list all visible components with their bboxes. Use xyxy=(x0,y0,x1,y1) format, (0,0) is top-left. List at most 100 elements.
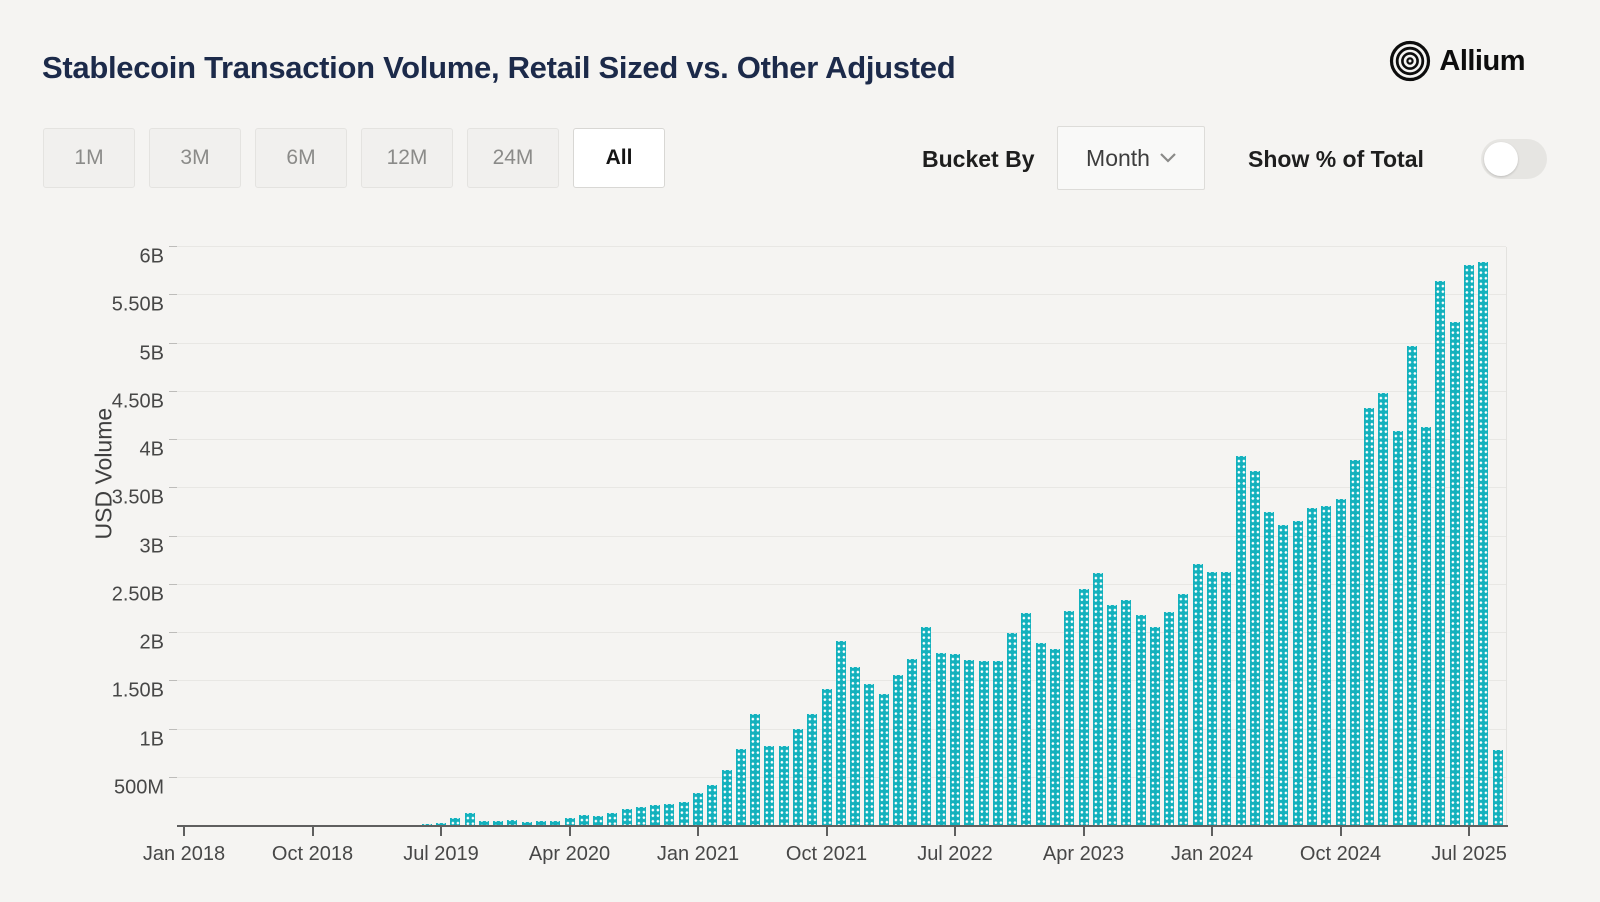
brand-name: Allium xyxy=(1439,44,1525,77)
bar-jan-2022[interactable] xyxy=(864,684,875,826)
bar-jan-2023[interactable] xyxy=(1035,642,1046,826)
bar-sep-2022[interactable] xyxy=(978,661,989,826)
bar-dec-2023[interactable] xyxy=(1192,563,1203,826)
range-button-all[interactable]: All xyxy=(573,128,665,188)
bar-dec-2019[interactable] xyxy=(507,820,518,826)
bar-aug-2020[interactable] xyxy=(621,808,632,826)
bar-jun-2020[interactable] xyxy=(593,816,604,826)
bar-sep-2024[interactable] xyxy=(1321,505,1332,826)
bar-dec-2021[interactable] xyxy=(850,666,861,826)
bar-sep-2021[interactable] xyxy=(807,714,818,826)
bar-mar-2024[interactable] xyxy=(1235,456,1246,826)
bucket-by-dropdown[interactable]: Month xyxy=(1057,126,1205,190)
bar-jul-2019[interactable] xyxy=(436,823,446,826)
bar-apr-2023[interactable] xyxy=(1078,588,1089,826)
gridline xyxy=(177,583,1506,585)
y-axis-tick xyxy=(169,535,177,537)
bar-jul-2023[interactable] xyxy=(1121,600,1132,826)
range-button-12m[interactable]: 12M xyxy=(361,128,453,188)
bar-dec-2024[interactable] xyxy=(1364,408,1375,826)
bar-aug-2021[interactable] xyxy=(792,728,803,826)
bar-aug-2023[interactable] xyxy=(1135,614,1146,826)
bar-sep-2023[interactable] xyxy=(1149,627,1160,826)
bar-may-2025[interactable] xyxy=(1435,280,1446,826)
bar-may-2020[interactable] xyxy=(578,815,589,826)
bar-jun-2022[interactable] xyxy=(935,653,946,826)
bar-dec-2022[interactable] xyxy=(1021,612,1032,826)
bar-apr-2022[interactable] xyxy=(907,659,918,826)
bar-aug-2024[interactable] xyxy=(1306,507,1317,826)
bar-apr-2024[interactable] xyxy=(1249,470,1260,826)
bar-may-2024[interactable] xyxy=(1264,512,1275,826)
bucket-by-value: Month xyxy=(1086,144,1150,171)
bar-jul-2021[interactable] xyxy=(778,745,789,826)
bar-jul-2020[interactable] xyxy=(607,812,618,826)
bar-aug-2025[interactable] xyxy=(1478,262,1489,826)
bar-oct-2020[interactable] xyxy=(650,804,661,826)
bar-may-2023[interactable] xyxy=(1092,573,1103,826)
bar-mar-2021[interactable] xyxy=(721,770,732,826)
bar-sep-2020[interactable] xyxy=(635,806,646,826)
x-axis-tick-label: Apr 2023 xyxy=(1042,843,1125,865)
bar-jun-2023[interactable] xyxy=(1107,605,1118,826)
range-button-3m[interactable]: 3M xyxy=(149,128,241,188)
bar-feb-2024[interactable] xyxy=(1221,572,1232,826)
gridline xyxy=(177,342,1506,344)
bar-jul-2022[interactable] xyxy=(950,654,960,826)
bar-mar-2020[interactable] xyxy=(550,821,561,826)
bar-feb-2025[interactable] xyxy=(1392,431,1403,826)
bar-jul-2025[interactable] xyxy=(1464,265,1475,826)
bar-apr-2025[interactable] xyxy=(1421,427,1432,826)
bar-oct-2022[interactable] xyxy=(992,661,1003,826)
bar-nov-2019[interactable] xyxy=(493,821,504,826)
range-button-1m[interactable]: 1M xyxy=(43,128,135,188)
x-axis-tick xyxy=(1468,827,1471,836)
bar-jan-2025[interactable] xyxy=(1378,392,1389,826)
range-button-6m[interactable]: 6M xyxy=(255,128,347,188)
bar-jul-2024[interactable] xyxy=(1292,521,1303,826)
gridline xyxy=(177,246,1506,247)
bar-nov-2021[interactable] xyxy=(835,640,846,826)
bar-may-2021[interactable] xyxy=(750,714,761,826)
bar-oct-2019[interactable] xyxy=(478,821,489,826)
plot-area: 500M 1B 1.50B 2B 2.50B 3B 3.50B 4B 4.50B 5B 5.50B 6… xyxy=(112,246,1507,826)
bar-jun-2021[interactable] xyxy=(764,745,775,826)
range-button-24m[interactable]: 24M xyxy=(467,128,559,188)
bar-apr-2020[interactable] xyxy=(564,818,575,826)
bar-oct-2023[interactable] xyxy=(1164,611,1175,826)
bar-feb-2021[interactable] xyxy=(707,784,718,826)
bar-aug-2022[interactable] xyxy=(964,660,975,826)
bar-jun-2025[interactable] xyxy=(1449,322,1460,826)
bar-oct-2021[interactable] xyxy=(821,688,832,826)
show-pct-toggle[interactable] xyxy=(1481,139,1547,179)
bar-feb-2020[interactable] xyxy=(535,821,546,826)
bar-jun-2024[interactable] xyxy=(1278,524,1289,826)
bar-nov-2024[interactable] xyxy=(1349,460,1360,826)
bar-sep-2019[interactable] xyxy=(464,812,475,826)
bar-sep-2025[interactable] xyxy=(1492,749,1503,826)
bar-may-2022[interactable] xyxy=(921,627,932,826)
y-axis-tick xyxy=(169,632,177,633)
gridline xyxy=(177,390,1506,392)
show-pct-of-total-label: Show % of Total xyxy=(1248,145,1424,172)
bar-nov-2023[interactable] xyxy=(1178,594,1189,826)
bar-aug-2019[interactable] xyxy=(450,818,461,826)
bar-mar-2022[interactable] xyxy=(892,675,903,826)
x-axis-tick-label: Apr 2020 xyxy=(528,843,611,865)
bar-jan-2021[interactable] xyxy=(693,793,703,826)
bar-dec-2020[interactable] xyxy=(678,801,689,826)
bar-nov-2020[interactable] xyxy=(664,803,675,826)
bar-jan-2020[interactable] xyxy=(521,822,532,826)
bar-mar-2025[interactable] xyxy=(1406,346,1417,826)
bar-apr-2021[interactable] xyxy=(735,748,746,826)
allium-logo-icon xyxy=(1390,40,1431,82)
bar-nov-2022[interactable] xyxy=(1007,633,1018,826)
bar-mar-2023[interactable] xyxy=(1064,610,1075,826)
bar-feb-2022[interactable] xyxy=(878,693,889,826)
x-axis-tick xyxy=(825,827,828,836)
bar-feb-2023[interactable] xyxy=(1049,649,1060,826)
bar-jan-2024[interactable] xyxy=(1207,572,1218,826)
bar-oct-2024[interactable] xyxy=(1335,498,1346,826)
y-axis-tick-label: 2.50B xyxy=(111,583,164,606)
